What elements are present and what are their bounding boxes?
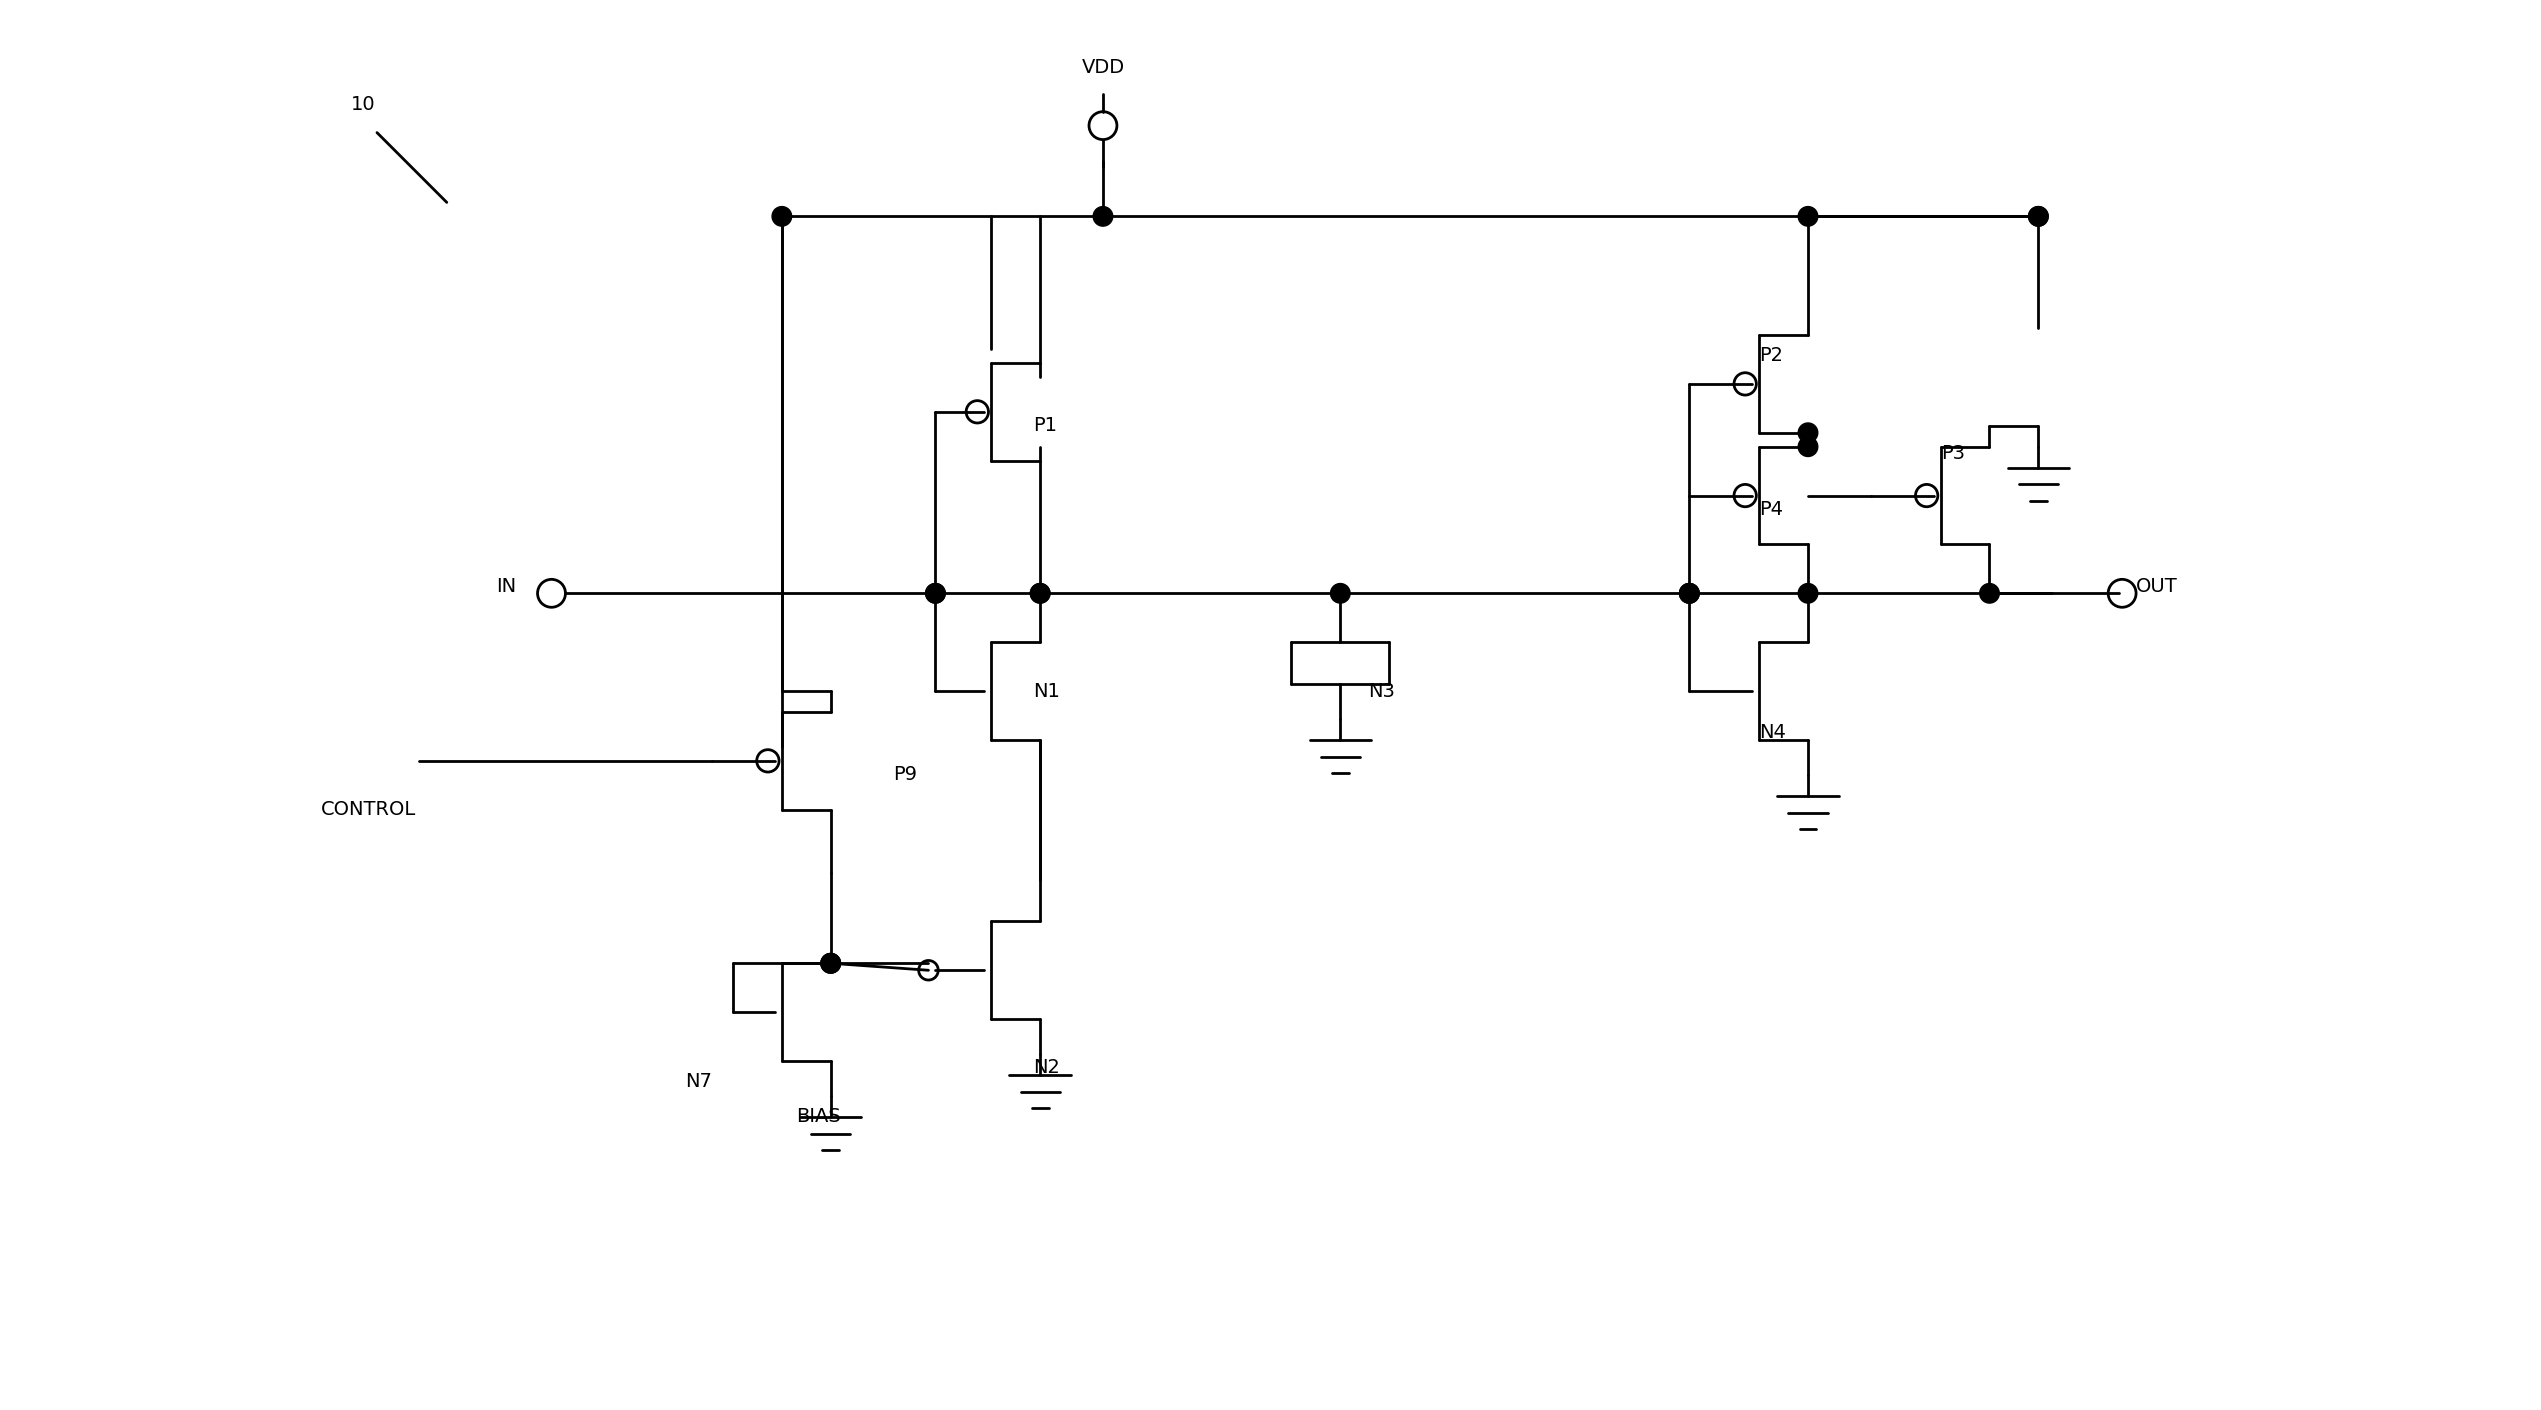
Circle shape (1799, 207, 1817, 226)
Text: N2: N2 (1034, 1059, 1060, 1077)
Text: OUT: OUT (2137, 577, 2178, 596)
Text: N1: N1 (1034, 681, 1060, 701)
Text: P9: P9 (894, 766, 917, 784)
Circle shape (1331, 584, 1349, 603)
Text: VDD: VDD (1082, 58, 1126, 76)
Circle shape (925, 584, 945, 603)
Circle shape (1979, 584, 2000, 603)
Circle shape (1680, 584, 1700, 603)
Circle shape (1680, 584, 1700, 603)
Circle shape (821, 953, 841, 973)
Circle shape (772, 207, 793, 226)
Text: CONTROL: CONTROL (320, 801, 417, 819)
Circle shape (925, 584, 945, 603)
Circle shape (2028, 207, 2048, 226)
Circle shape (2028, 207, 2048, 226)
Circle shape (821, 953, 841, 973)
Circle shape (1680, 584, 1700, 603)
Text: N4: N4 (1758, 723, 1786, 743)
Circle shape (1799, 437, 1817, 457)
Circle shape (1029, 584, 1049, 603)
Circle shape (821, 953, 841, 973)
Text: BIAS: BIAS (795, 1107, 841, 1127)
Text: N3: N3 (1367, 681, 1395, 701)
Text: N7: N7 (686, 1073, 711, 1091)
Text: P2: P2 (1758, 347, 1784, 365)
Text: P4: P4 (1758, 501, 1784, 519)
Text: P3: P3 (1941, 444, 1964, 464)
Text: P1: P1 (1034, 416, 1057, 436)
Circle shape (1799, 584, 1817, 603)
Text: IN: IN (495, 577, 516, 596)
Circle shape (1029, 584, 1049, 603)
Circle shape (1799, 423, 1817, 443)
Circle shape (1093, 207, 1113, 226)
Text: 10: 10 (351, 94, 376, 114)
